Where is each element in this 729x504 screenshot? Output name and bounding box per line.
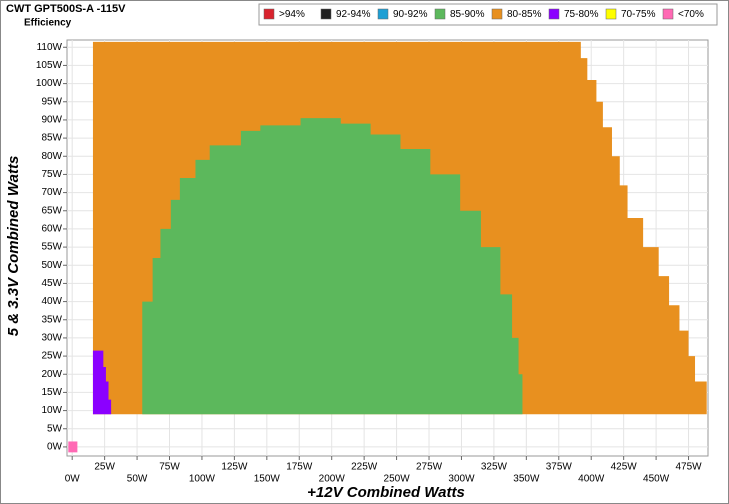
legend-box xyxy=(258,3,718,26)
x-tick-label: 125W xyxy=(221,462,248,473)
y-tick-label: 15W xyxy=(41,387,62,398)
y-tick-label: 0W xyxy=(47,442,63,453)
x-tick-label: 475W xyxy=(675,462,702,473)
y-tick-label: 70W xyxy=(41,187,62,198)
y-tick-label: 45W xyxy=(41,278,62,289)
legend-swatch xyxy=(434,8,446,20)
chart-subtitle: Efficiency xyxy=(24,18,72,29)
x-tick-label: 0W xyxy=(65,474,81,485)
y-tick-label: 90W xyxy=(41,115,62,126)
x-tick-label: 225W xyxy=(351,462,378,473)
legend-label: 75-80% xyxy=(564,9,599,20)
y-tick-label: 50W xyxy=(41,260,62,271)
y-tick-label: 5W xyxy=(47,423,63,434)
y-tick-label: 20W xyxy=(41,369,62,380)
x-tick-label: 350W xyxy=(513,474,540,485)
legend-swatch xyxy=(548,8,560,20)
x-tick-label: 150W xyxy=(254,474,281,485)
y-tick-label: 25W xyxy=(41,351,62,362)
y-tick-label: 100W xyxy=(36,78,63,89)
x-tick-label: 100W xyxy=(189,474,216,485)
efficiency-region xyxy=(92,350,112,415)
y-axis-label: 5 & 3.3V Combined Watts xyxy=(5,156,22,337)
efficiency-region xyxy=(68,441,78,453)
legend-swatch xyxy=(605,8,617,20)
legend-label: 70-75% xyxy=(621,9,656,20)
y-tick-label: 30W xyxy=(41,333,62,344)
legend-label: 80-85% xyxy=(507,9,542,20)
x-tick-label: 375W xyxy=(546,462,573,473)
x-tick-label: 300W xyxy=(448,474,475,485)
y-tick-label: 40W xyxy=(41,296,62,307)
x-axis-label: +12V Combined Watts xyxy=(307,484,465,501)
legend-label: <70% xyxy=(678,9,704,20)
x-tick-label: 25W xyxy=(94,462,115,473)
y-tick-label: 95W xyxy=(41,96,62,107)
y-tick-label: 105W xyxy=(36,60,63,71)
y-tick-label: 80W xyxy=(41,151,62,162)
legend-swatch xyxy=(662,8,674,20)
y-tick-label: 60W xyxy=(41,224,62,235)
y-tick-label: 35W xyxy=(41,314,62,325)
y-tick-label: 75W xyxy=(41,169,62,180)
x-tick-label: 175W xyxy=(286,462,313,473)
y-tick-label: 55W xyxy=(41,242,62,253)
chart-title: CWT GPT500S-A -115V xyxy=(6,3,126,15)
legend-label: 90-92% xyxy=(393,9,428,20)
x-tick-label: 200W xyxy=(319,474,346,485)
x-tick-label: 50W xyxy=(127,474,148,485)
y-tick-label: 85W xyxy=(41,133,62,144)
y-tick-label: 110W xyxy=(37,42,63,53)
legend-label: >94% xyxy=(279,9,305,20)
x-tick-label: 250W xyxy=(384,474,411,485)
x-tick-label: 450W xyxy=(643,474,670,485)
efficiency-region xyxy=(142,118,523,415)
x-tick-label: 275W xyxy=(416,462,443,473)
x-tick-label: 400W xyxy=(578,474,605,485)
x-tick-label: 425W xyxy=(611,462,638,473)
x-tick-label: 75W xyxy=(159,462,180,473)
legend-swatch xyxy=(320,8,332,20)
legend-label: 85-90% xyxy=(450,9,485,20)
y-tick-label: 10W xyxy=(41,405,62,416)
legend-swatch xyxy=(491,8,503,20)
legend-swatch xyxy=(377,8,389,20)
x-tick-label: 325W xyxy=(481,462,508,473)
legend-label: 92-94% xyxy=(336,9,371,20)
legend-swatch xyxy=(263,8,275,20)
y-tick-label: 65W xyxy=(41,205,62,216)
